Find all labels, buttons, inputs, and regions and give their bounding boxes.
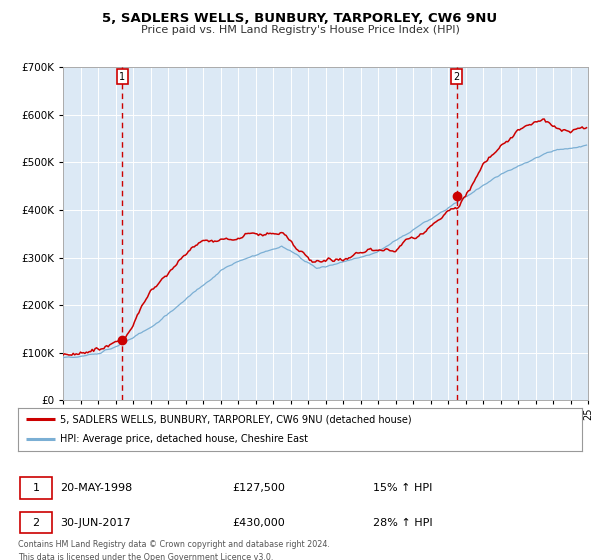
Text: £127,500: £127,500 bbox=[232, 483, 285, 493]
Text: 5, SADLERS WELLS, BUNBURY, TARPORLEY, CW6 9NU (detached house): 5, SADLERS WELLS, BUNBURY, TARPORLEY, CW… bbox=[60, 414, 412, 424]
Text: 1: 1 bbox=[119, 72, 125, 82]
Text: 2: 2 bbox=[32, 518, 40, 528]
Text: 2: 2 bbox=[454, 72, 460, 82]
FancyBboxPatch shape bbox=[20, 512, 52, 534]
Text: 15% ↑ HPI: 15% ↑ HPI bbox=[373, 483, 433, 493]
Text: 1: 1 bbox=[32, 483, 40, 493]
Text: HPI: Average price, detached house, Cheshire East: HPI: Average price, detached house, Ches… bbox=[60, 434, 308, 444]
Text: 20-MAY-1998: 20-MAY-1998 bbox=[60, 483, 133, 493]
Text: £430,000: £430,000 bbox=[232, 518, 285, 528]
Text: Contains HM Land Registry data © Crown copyright and database right 2024.: Contains HM Land Registry data © Crown c… bbox=[18, 540, 330, 549]
Text: 5, SADLERS WELLS, BUNBURY, TARPORLEY, CW6 9NU: 5, SADLERS WELLS, BUNBURY, TARPORLEY, CW… bbox=[103, 12, 497, 25]
FancyBboxPatch shape bbox=[20, 477, 52, 498]
Text: This data is licensed under the Open Government Licence v3.0.: This data is licensed under the Open Gov… bbox=[18, 553, 274, 560]
Text: 28% ↑ HPI: 28% ↑ HPI bbox=[373, 518, 433, 528]
Text: 30-JUN-2017: 30-JUN-2017 bbox=[60, 518, 131, 528]
Text: Price paid vs. HM Land Registry's House Price Index (HPI): Price paid vs. HM Land Registry's House … bbox=[140, 25, 460, 35]
